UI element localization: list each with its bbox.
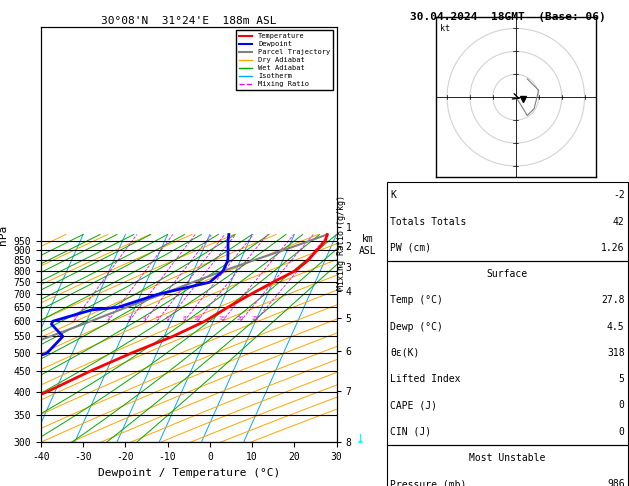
Text: Mixing Ratio (g/kg): Mixing Ratio (g/kg) [337, 195, 346, 291]
Text: 2: 2 [106, 316, 109, 321]
Text: Surface: Surface [487, 269, 528, 279]
Text: 5: 5 [155, 316, 159, 321]
Text: CAPE (J): CAPE (J) [390, 400, 437, 410]
Text: 25: 25 [251, 316, 259, 321]
Text: Most Unstable: Most Unstable [469, 453, 545, 463]
Text: 318: 318 [607, 348, 625, 358]
Text: CIN (J): CIN (J) [390, 427, 431, 436]
Title: 30°08'N  31°24'E  188m ASL: 30°08'N 31°24'E 188m ASL [101, 16, 277, 26]
Text: 6: 6 [165, 316, 169, 321]
Text: Totals Totals: Totals Totals [390, 217, 466, 226]
Text: PW (cm): PW (cm) [390, 243, 431, 253]
Text: -2: -2 [613, 191, 625, 200]
Text: 20: 20 [237, 316, 244, 321]
Text: K: K [390, 191, 396, 200]
Text: 4.5: 4.5 [607, 322, 625, 331]
Text: 5: 5 [619, 374, 625, 384]
Y-axis label: hPa: hPa [0, 225, 8, 244]
Text: 0: 0 [619, 400, 625, 410]
Text: 8: 8 [182, 316, 186, 321]
Text: 0: 0 [619, 427, 625, 436]
Text: Pressure (mb): Pressure (mb) [390, 479, 466, 486]
Text: kt: kt [440, 24, 450, 33]
Text: 42: 42 [613, 217, 625, 226]
Text: 1: 1 [72, 316, 75, 321]
Text: 15: 15 [218, 316, 226, 321]
Text: θε(K): θε(K) [390, 348, 420, 358]
Text: Temp (°C): Temp (°C) [390, 295, 443, 305]
Text: 1.26: 1.26 [601, 243, 625, 253]
Text: Dewp (°C): Dewp (°C) [390, 322, 443, 331]
Y-axis label: km
ASL: km ASL [359, 235, 377, 256]
X-axis label: Dewpoint / Temperature (°C): Dewpoint / Temperature (°C) [97, 468, 280, 478]
Text: 27.8: 27.8 [601, 295, 625, 305]
Text: 4: 4 [143, 316, 147, 321]
Text: 10: 10 [194, 316, 201, 321]
Legend: Temperature, Dewpoint, Parcel Trajectory, Dry Adiabat, Wet Adiabat, Isotherm, Mi: Temperature, Dewpoint, Parcel Trajectory… [236, 30, 333, 90]
Text: 30.04.2024  18GMT  (Base: 06): 30.04.2024 18GMT (Base: 06) [410, 12, 606, 22]
Text: 986: 986 [607, 479, 625, 486]
Text: 3: 3 [127, 316, 131, 321]
Text: Lifted Index: Lifted Index [390, 374, 460, 384]
